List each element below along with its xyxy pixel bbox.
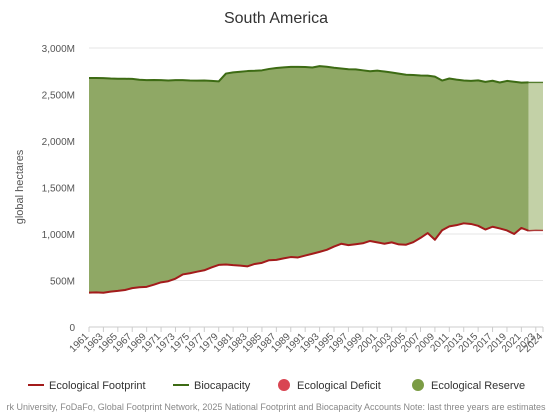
legend[interactable]: Ecological Footprint Biocapacity Ecologica…: [28, 379, 525, 392]
chart-title: South America: [224, 10, 328, 27]
y-tick-label: 3,000M: [42, 44, 75, 55]
legend-item-ecological-deficit[interactable]: Ecological Deficit: [278, 379, 381, 392]
plot-areas: [89, 66, 543, 293]
plot-lines: [88, 65, 544, 294]
ecological-footprint-line: [88, 222, 529, 294]
x-tick-label: 2024: [522, 331, 546, 355]
y-tick-label: 1,000M: [42, 230, 75, 241]
y-axis-tick-labels: 0 500M 1,000M 1,500M 2,000M 2,500M 3,000M: [42, 44, 76, 334]
y-tick-label: 0: [69, 323, 75, 334]
legend-label: Ecological Reserve: [431, 380, 525, 392]
legend-label: Ecological Footprint: [49, 380, 146, 392]
legend-item-biocapacity[interactable]: Biocapacity: [173, 380, 251, 392]
biocapacity-line: [89, 65, 529, 84]
y-tick-label: 1,500M: [42, 184, 75, 195]
y-tick-label: 2,000M: [42, 137, 75, 148]
y-tick-label: 2,500M: [42, 91, 75, 102]
legend-circle-marker: [412, 379, 424, 391]
ecological-reserve-estimate-area: [528, 82, 543, 231]
ecological-reserve-area: [89, 66, 529, 293]
legend-label: Biocapacity: [194, 380, 251, 392]
legend-circle-marker: [278, 379, 290, 391]
credits-text: rk University, FoDaFo, Global Footprint …: [6, 402, 546, 412]
y-axis-label: global hectares: [14, 149, 26, 224]
y-tick-label: 500M: [50, 277, 75, 288]
x-axis-ticks: 1961196319651967196919711973197519771979…: [68, 327, 546, 355]
legend-item-ecological-footprint[interactable]: Ecological Footprint: [28, 380, 146, 392]
legend-item-ecological-reserve[interactable]: Ecological Reserve: [412, 379, 525, 392]
legend-label: Ecological Deficit: [297, 380, 381, 392]
